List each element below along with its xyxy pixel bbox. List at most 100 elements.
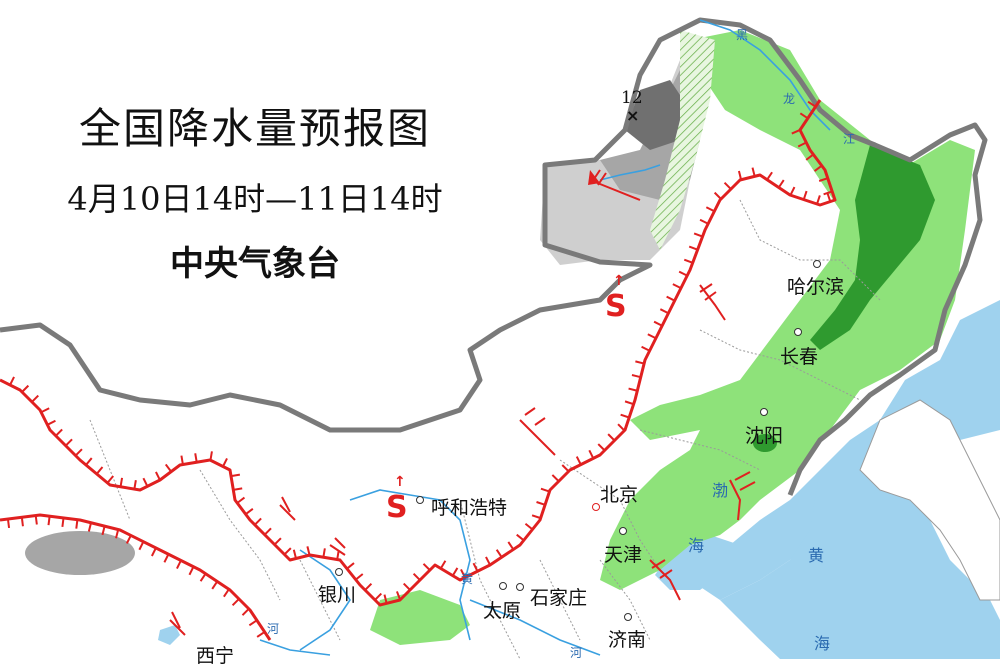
front-tick <box>540 487 550 493</box>
max-value-marker: × <box>626 106 640 125</box>
lake <box>158 625 180 645</box>
front-tick <box>789 186 796 196</box>
front-tick <box>95 466 104 475</box>
front-tick <box>495 549 503 558</box>
front-tick <box>87 522 93 532</box>
hatched-area <box>650 30 715 250</box>
river-label-he-2: 河 <box>570 646 583 660</box>
front-tick <box>241 608 250 616</box>
front-tick <box>222 457 228 467</box>
province-boundaries <box>89 199 881 659</box>
front-tick <box>256 631 266 638</box>
city-beijing: 北京 <box>600 484 639 506</box>
grey-dark-north <box>625 80 690 150</box>
front-tick <box>106 475 115 484</box>
front-tick <box>125 534 132 544</box>
front-tick <box>597 443 606 452</box>
front-tick <box>551 474 560 482</box>
front-tick <box>516 533 525 542</box>
front-tick <box>150 547 157 557</box>
front-tick <box>9 376 15 386</box>
front-tick <box>20 517 24 527</box>
front-tick <box>164 463 172 473</box>
front-tick <box>723 182 732 190</box>
issuer: 中央气象台 <box>170 244 340 284</box>
front-tick <box>155 471 161 481</box>
front-tick <box>699 218 709 225</box>
front-tick <box>617 423 626 432</box>
city-taiyuan: 太原 <box>483 600 522 622</box>
fronts <box>0 99 837 641</box>
city-tianjin: 天津 <box>604 544 643 566</box>
river-label-heilong-1: 黑 <box>736 28 749 42</box>
city-yinchuan: 银川 <box>318 584 357 606</box>
sea-label-huanghai-1: 黄 <box>808 546 825 565</box>
front-tick <box>628 387 638 392</box>
front-tick <box>813 164 823 172</box>
front-southwest <box>0 513 272 641</box>
front-tick <box>766 171 773 181</box>
max-value-label: 12 <box>621 88 643 108</box>
front-tick <box>683 258 694 264</box>
front-tick <box>254 517 262 526</box>
front-tick <box>693 232 703 238</box>
front-tick <box>805 153 814 161</box>
front-tick <box>666 295 676 302</box>
front-tick <box>101 525 106 536</box>
front-tick <box>412 572 421 581</box>
front-tick <box>283 547 292 556</box>
front-tick <box>807 100 817 108</box>
city-dot-beijing <box>592 503 600 511</box>
front-tick <box>211 580 219 590</box>
front-tick <box>292 549 297 559</box>
front-tick <box>791 129 801 135</box>
sea-yellow <box>720 470 1000 659</box>
front-tick <box>248 619 258 627</box>
front-tick <box>799 112 809 120</box>
front-tick <box>524 522 534 531</box>
front-tick <box>460 569 466 578</box>
front-tick <box>74 448 83 457</box>
front-tick <box>322 548 326 558</box>
front-tick <box>236 496 246 504</box>
front-tick <box>61 517 65 527</box>
front-tick <box>713 191 722 200</box>
front-tick <box>355 573 364 581</box>
front-tick <box>688 245 698 251</box>
front-tick <box>536 501 546 506</box>
front-tick <box>194 453 198 463</box>
river-label-heilong-3: 江 <box>843 132 856 146</box>
sea-label-huanghai-2: 海 <box>814 634 831 653</box>
front-tick <box>797 141 807 148</box>
sea-label-bohai-1: 渤 <box>712 481 729 500</box>
front-tick <box>163 553 170 563</box>
front-tick <box>31 394 39 403</box>
front-tick <box>374 592 383 601</box>
city-dot-changchun <box>794 328 802 336</box>
front-tick <box>439 560 447 569</box>
grey-patch-west <box>25 531 135 575</box>
front-tick <box>653 320 663 327</box>
front-tick <box>6 518 11 529</box>
front-tick <box>223 588 230 598</box>
city-huhehaote: 呼和浩特 <box>431 497 508 519</box>
front-tick <box>231 598 240 607</box>
front-tick <box>631 374 641 379</box>
front-tick <box>485 556 491 566</box>
front-tick <box>364 582 373 591</box>
front-tick <box>245 507 254 515</box>
city-jinan: 济南 <box>608 629 647 651</box>
front-tick <box>816 195 821 205</box>
front-tick <box>209 451 213 461</box>
korea-land <box>859 399 1000 601</box>
front-tick <box>624 400 634 406</box>
forecast-period: 4月10日14时—11日14时 <box>67 180 443 218</box>
front-tick <box>115 529 120 539</box>
front-tick <box>751 167 756 177</box>
front-tick <box>647 333 657 340</box>
front-tick <box>21 384 30 393</box>
front-tick <box>635 360 645 365</box>
front-tick <box>188 566 195 576</box>
front-tick <box>85 457 93 466</box>
